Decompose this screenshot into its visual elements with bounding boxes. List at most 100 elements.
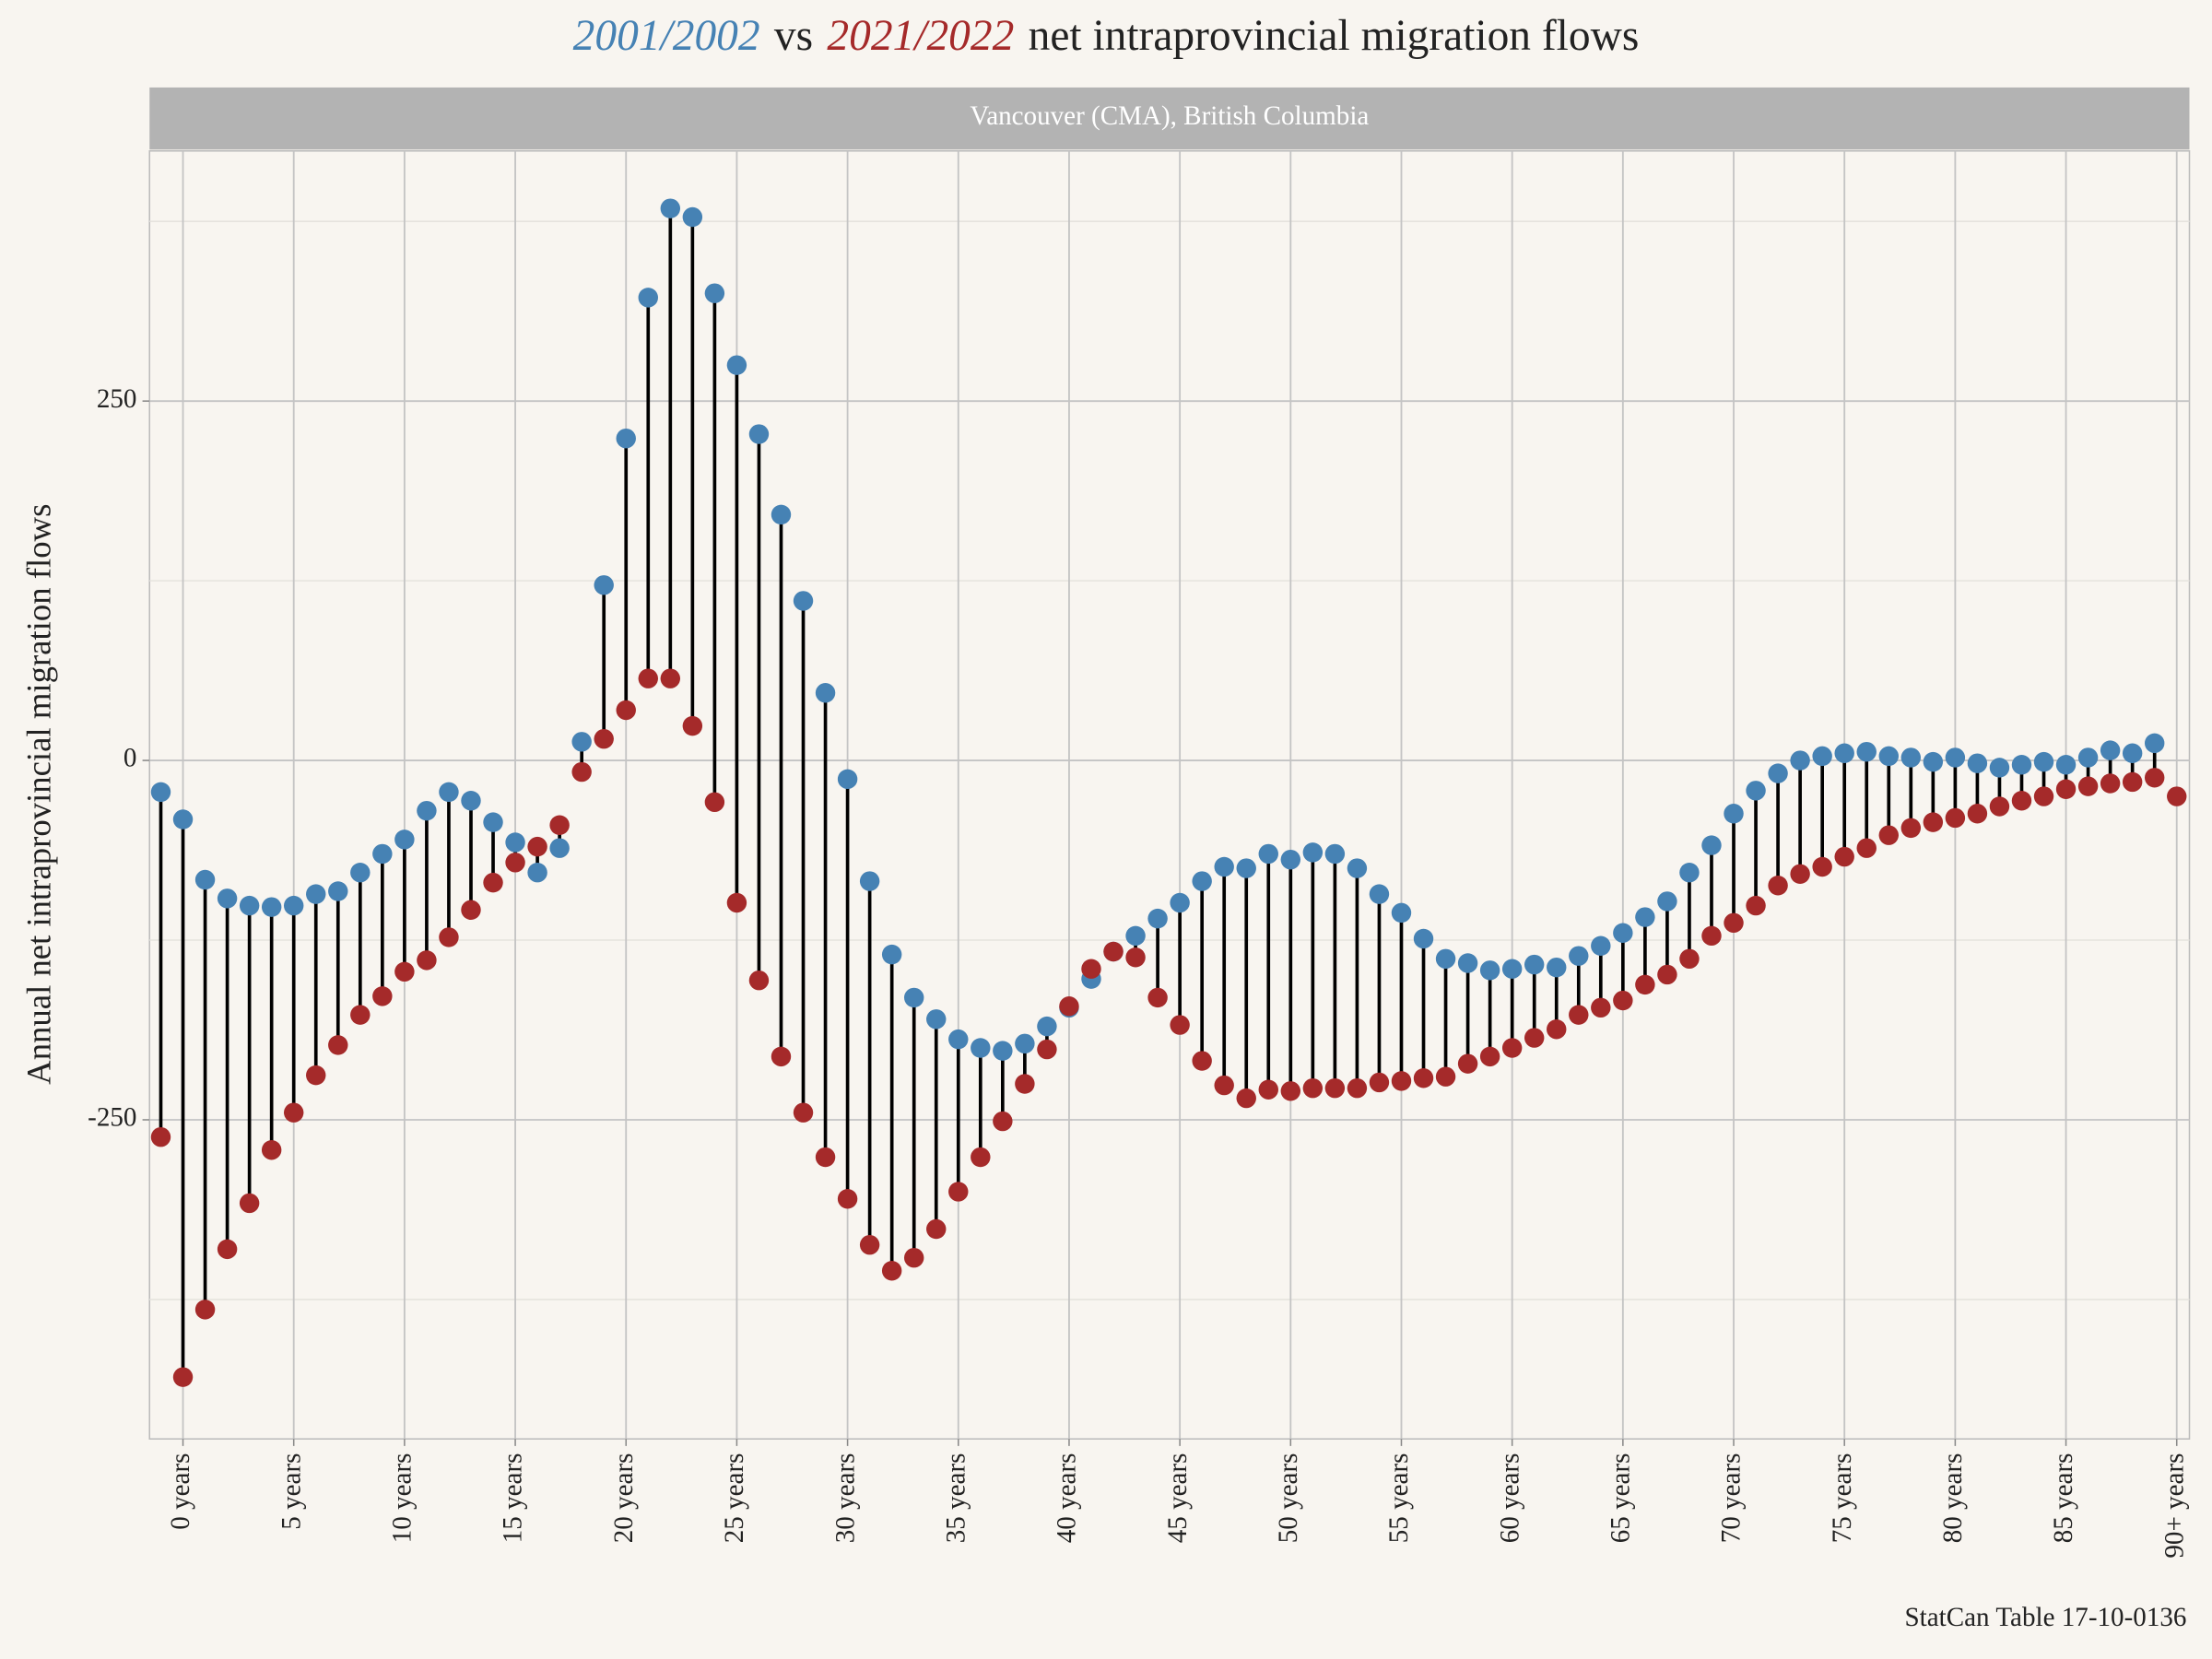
point — [505, 853, 525, 873]
x-tick-label: 70 years — [1717, 1453, 1747, 1544]
x-tick-label: 0 years — [166, 1453, 195, 1530]
point — [1214, 856, 1234, 877]
point — [993, 1041, 1013, 1061]
point — [2033, 751, 2054, 772]
point — [172, 1367, 194, 1387]
point — [527, 863, 547, 883]
point — [1945, 747, 1966, 768]
point — [1147, 987, 1168, 1008]
point — [1413, 1068, 1434, 1088]
point — [1657, 964, 1677, 985]
x-tick-label: 45 years — [1163, 1453, 1193, 1544]
point — [1501, 959, 1523, 979]
point — [372, 986, 393, 1006]
point — [793, 1102, 814, 1123]
point — [926, 1009, 947, 1030]
point — [594, 728, 614, 749]
point — [1812, 746, 1832, 767]
point — [1923, 751, 1944, 772]
point — [1679, 948, 1700, 970]
point — [1125, 947, 1146, 968]
point — [1479, 960, 1500, 981]
point — [616, 428, 636, 449]
point — [1547, 957, 1567, 978]
point — [638, 288, 658, 308]
point — [1967, 804, 1988, 824]
point — [881, 1261, 902, 1281]
point — [1324, 843, 1346, 865]
point — [1302, 1077, 1324, 1099]
point — [527, 836, 547, 857]
point — [2100, 773, 2121, 794]
point — [1768, 876, 1788, 896]
panel-border — [148, 150, 2191, 1440]
point — [283, 1102, 304, 1123]
point — [328, 1035, 348, 1055]
point — [1391, 902, 1412, 924]
point — [1878, 825, 1899, 845]
point — [1746, 781, 1766, 801]
point — [1635, 907, 1655, 927]
x-tick-label: 55 years — [1384, 1453, 1414, 1544]
plot-area: -250 0 250 0 years 5 years 10 years 15 years 20… — [88, 150, 2190, 1559]
x-tick-label: 10 years — [388, 1453, 418, 1544]
point — [261, 897, 282, 917]
point — [372, 843, 393, 865]
x-tick-label: 15 years — [499, 1453, 528, 1544]
point — [217, 1239, 238, 1260]
point — [417, 800, 437, 821]
x-tick-label: 20 years — [609, 1453, 639, 1544]
x-tick-label: 30 years — [830, 1453, 860, 1544]
x-tick-label: 40 years — [1053, 1453, 1082, 1544]
point — [881, 944, 902, 965]
point — [660, 198, 681, 218]
point — [483, 812, 503, 832]
point — [594, 575, 614, 595]
point — [1790, 750, 1810, 771]
point — [1768, 763, 1788, 783]
caption: StatCan Table 17-10-0136 — [1905, 1603, 2187, 1632]
point — [748, 424, 770, 444]
point — [1679, 863, 1700, 883]
point — [1236, 858, 1256, 878]
point — [1834, 846, 1854, 867]
point — [1591, 997, 1611, 1018]
point — [948, 1029, 969, 1050]
y-axis-label: Annual net intraprovincial migration flo… — [19, 504, 57, 1085]
point — [261, 1140, 282, 1160]
point — [283, 895, 304, 916]
point — [1214, 1075, 1234, 1096]
point — [1724, 804, 1744, 824]
x-tick-label: 65 years — [1606, 1453, 1636, 1544]
point — [1236, 1088, 1256, 1109]
point — [549, 815, 570, 835]
point — [150, 1126, 171, 1147]
title-connector: vs — [774, 12, 813, 60]
point — [1037, 1016, 1057, 1037]
point — [2144, 733, 2165, 754]
point — [2055, 779, 2077, 799]
point — [350, 863, 371, 883]
point — [1613, 990, 1633, 1011]
point — [1324, 1077, 1346, 1099]
point — [1945, 807, 1966, 829]
point — [660, 668, 681, 688]
point — [2144, 768, 2165, 788]
point — [704, 283, 725, 303]
point — [1435, 948, 1456, 970]
point — [1413, 928, 1434, 949]
y-tick-label: 0 — [124, 744, 137, 773]
point — [239, 895, 260, 916]
point — [439, 782, 459, 803]
chart-title: 2001/2002 vs 2021/2022 net intraprovincial … — [573, 12, 1640, 60]
point — [1170, 892, 1190, 913]
point — [837, 769, 858, 790]
point — [704, 792, 725, 813]
point — [394, 830, 415, 850]
point — [1569, 946, 1589, 966]
point — [1900, 818, 1922, 839]
x-tick-label: 90+ years — [2159, 1453, 2189, 1559]
point — [1369, 884, 1390, 904]
facet-label: Vancouver (CMA), British Columbia — [970, 101, 1369, 131]
point — [505, 832, 525, 853]
